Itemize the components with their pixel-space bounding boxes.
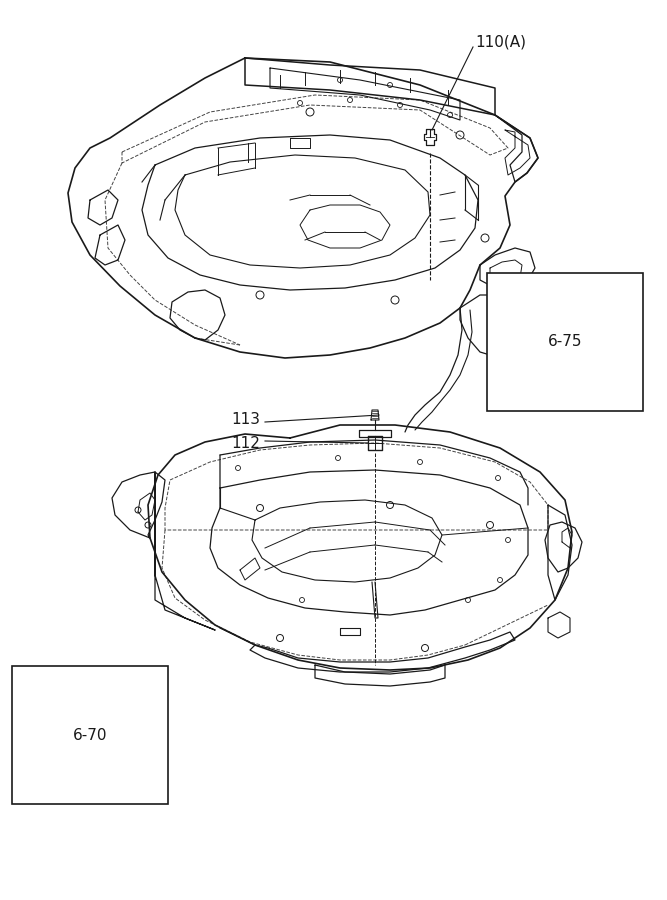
Text: 112: 112 xyxy=(231,436,260,451)
Text: 6-70: 6-70 xyxy=(73,727,107,742)
Text: 6-75: 6-75 xyxy=(548,335,582,349)
Text: 110(A): 110(A) xyxy=(475,34,526,50)
Text: 113: 113 xyxy=(231,412,260,427)
